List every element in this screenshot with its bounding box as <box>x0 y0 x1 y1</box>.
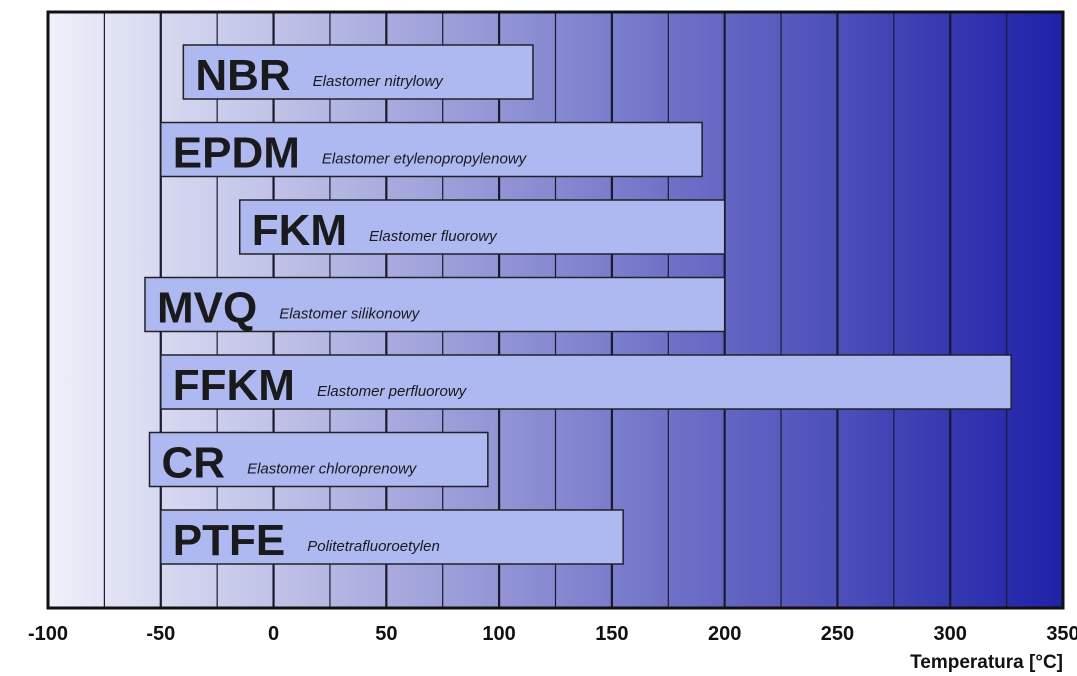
x-tick-label: -50 <box>146 623 175 645</box>
bar-rect <box>160 354 1012 410</box>
bar-code-label: PTFE <box>173 516 285 565</box>
bar-description-label: Elastomer silikonowy <box>279 306 421 323</box>
bar-description-label: Elastomer etylenopropylenowy <box>322 151 528 168</box>
bar-rect <box>238 199 726 255</box>
bar-mvq: MVQ Elastomer silikonowy <box>144 276 726 333</box>
bar-rect <box>144 276 726 333</box>
bar-code-label: CR <box>162 439 226 488</box>
x-tick-label: 150 <box>595 623 628 645</box>
bar-code-label: EPDM <box>173 129 300 178</box>
bar-description-label: Politetrafluoroetylen <box>307 538 440 555</box>
bar-cr: CR Elastomer chloroprenowy <box>148 431 489 488</box>
bar-ffkm: FFKM Elastomer perfluorowy <box>160 354 1012 410</box>
x-tick-label: 200 <box>708 623 741 645</box>
x-tick-label: 350 <box>1046 623 1077 645</box>
bar-ptfe: PTFE Politetrafluoroetylen <box>160 509 624 565</box>
x-tick-label: 300 <box>934 623 967 645</box>
x-axis-ticks: -100 -50 0 50 100 150 200 250 300 350 <box>28 623 1077 645</box>
x-tick-label: 0 <box>268 623 279 645</box>
x-tick-label: 250 <box>821 623 854 645</box>
bar-epdm: EPDM Elastomer etylenopropylenowy <box>160 121 703 178</box>
bar-code-label: FKM <box>252 206 347 255</box>
bar-fkm: FKM Elastomer fluorowy <box>238 199 726 255</box>
bar-rect <box>160 509 624 565</box>
bar-code-label: FFKM <box>173 361 295 410</box>
bar-rect <box>160 121 703 178</box>
plot-frame <box>46 10 1065 610</box>
bar-description-label: Elastomer perfluorowy <box>317 383 468 400</box>
bar-code-label: MVQ <box>157 284 257 333</box>
bar-description-label: Elastomer chloroprenowy <box>247 461 418 478</box>
x-tick-label: 100 <box>482 623 515 645</box>
bar-description-label: Elastomer fluorowy <box>369 228 498 245</box>
bar-nbr: NBR Elastomer nitrylowy <box>182 44 534 100</box>
bar-rect <box>182 44 534 100</box>
bar-rect <box>148 431 489 488</box>
x-tick-label: 50 <box>375 623 397 645</box>
x-tick-label: -100 <box>28 623 68 645</box>
x-axis-title: Temperatura [°C] <box>910 652 1063 673</box>
bar-description-label: Elastomer nitrylowy <box>313 73 445 90</box>
bar-code-label: NBR <box>195 51 290 100</box>
bars: NBR Elastomer nitrylowy EPDM Elastomer etyl… <box>144 44 1012 565</box>
